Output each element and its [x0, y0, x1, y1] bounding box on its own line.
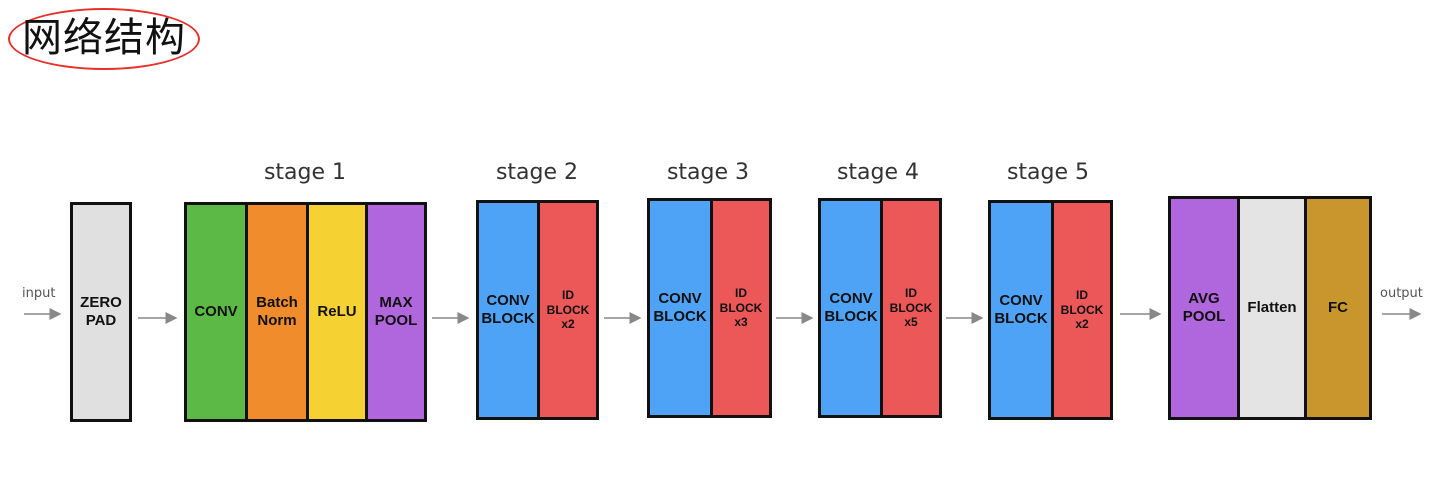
stage2-id-block: ID BLOCK x2	[537, 200, 599, 420]
relu-block: ReLU	[306, 202, 368, 422]
stage-5-label: stage 5	[1006, 160, 1090, 185]
stage3-id-block: ID BLOCK x3	[710, 198, 772, 418]
stage-2-label: stage 2	[495, 160, 579, 185]
stage2-conv-block: CONV BLOCK	[476, 200, 540, 420]
conv-block: CONV	[184, 202, 248, 422]
stage4-id-block: ID BLOCK x5	[880, 198, 942, 418]
input-label: input	[22, 286, 56, 301]
diagram-title: 网络结构	[22, 15, 186, 61]
max-pool-block: MAX POOL	[365, 202, 427, 422]
avg-pool-block: AVG POOL	[1168, 196, 1240, 420]
title-ellipse	[8, 8, 200, 70]
stage4-conv-block: CONV BLOCK	[818, 198, 884, 418]
stage5-conv-block: CONV BLOCK	[988, 200, 1054, 420]
fc-block: FC	[1304, 196, 1372, 420]
stage5-id-block: ID BLOCK x2	[1051, 200, 1113, 420]
zero-pad-block: ZERO PAD	[70, 202, 132, 422]
stage-1-label: stage 1	[263, 160, 347, 185]
stage3-conv-block: CONV BLOCK	[647, 198, 713, 418]
stage-3-label: stage 3	[666, 160, 750, 185]
output-label: output	[1380, 286, 1423, 301]
batch-norm-block: Batch Norm	[245, 202, 309, 422]
stage-4-label: stage 4	[836, 160, 920, 185]
flatten-block: Flatten	[1237, 196, 1307, 420]
